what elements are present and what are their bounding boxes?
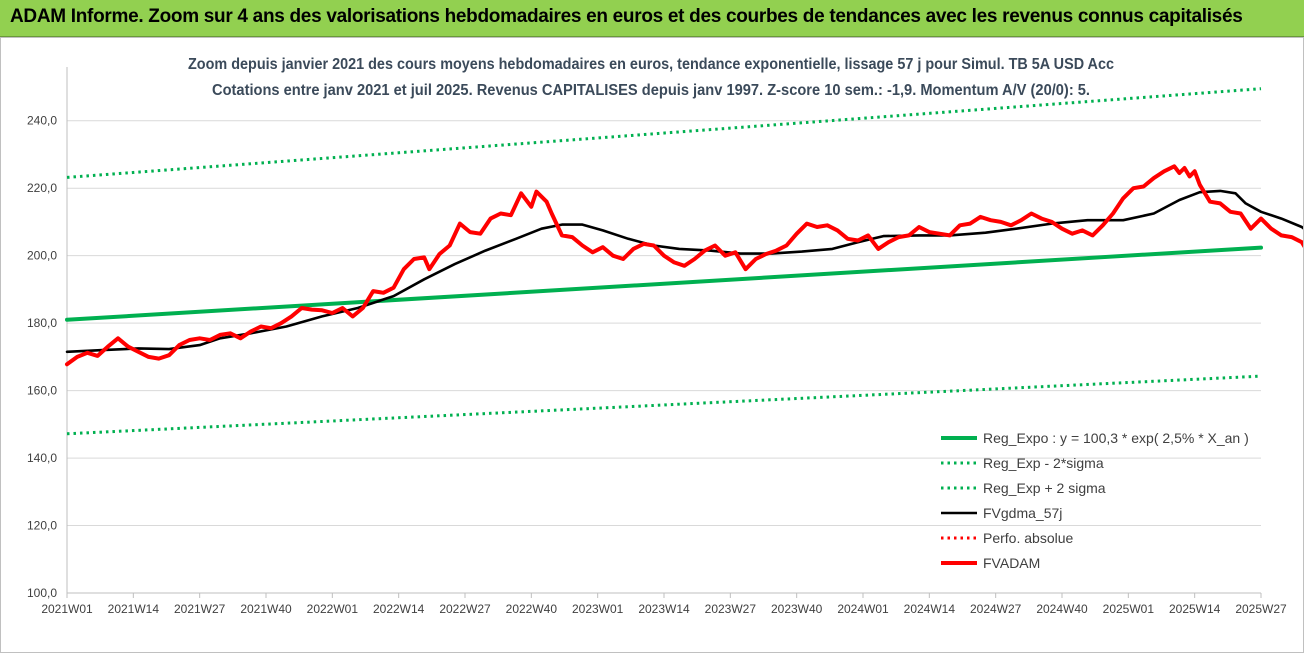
legend-entry: FVADAM	[983, 555, 1040, 571]
x-tick-label: 2022W40	[506, 602, 558, 616]
x-tick-label: 2024W14	[904, 602, 956, 616]
x-tick-label: 2025W27	[1235, 602, 1287, 616]
x-tick-label: 2021W01	[41, 602, 93, 616]
y-tick-label: 120,0	[27, 519, 57, 533]
series-line-2	[66, 87, 1262, 179]
x-tick-label: 2021W27	[174, 602, 226, 616]
x-axis-ticks: 2021W01 2021W14 2021W27 2021W40 2022W01 2022W…	[41, 602, 1287, 616]
y-tick-label: 200,0	[27, 249, 57, 263]
x-tick-label: 2023W27	[705, 602, 757, 616]
x-tick-label: 2022W01	[307, 602, 359, 616]
chart-canvas: Zoom depuis janvier 2021 des cours moyen…	[27, 56, 1303, 616]
x-tick-label: 2023W40	[771, 602, 823, 616]
chart-legend: Reg_Expo : y = 100,3 * exp( 2,5% * X_an …	[941, 430, 1249, 571]
legend-entry: FVgdma_57j	[983, 505, 1062, 521]
x-tick-label: 2024W40	[1036, 602, 1088, 616]
x-tick-label: 2024W01	[837, 602, 889, 616]
chart-title: Zoom depuis janvier 2021 des cours moyen…	[188, 56, 1114, 73]
x-tick-label: 2023W01	[572, 602, 624, 616]
x-tick-label: 2021W40	[240, 602, 292, 616]
y-tick-label: 140,0	[27, 451, 57, 465]
y-tick-label: 240,0	[27, 114, 57, 128]
x-tick-label: 2021W14	[108, 602, 160, 616]
chart-subtitle: Cotations entre janv 2021 et juil 2025. …	[212, 82, 1090, 99]
legend-entry: Reg_Exp + 2 sigma	[983, 480, 1106, 496]
y-tick-label: 100,0	[27, 586, 57, 600]
series-line-0	[65, 245, 1263, 322]
report-title: ADAM Informe. Zoom sur 4 ans des valoris…	[10, 6, 1243, 27]
legend-entry: Reg_Expo : y = 100,3 * exp( 2,5% * X_an …	[983, 430, 1249, 446]
legend-entry: Perfo. absolue	[983, 530, 1073, 546]
x-tick-label: 2025W14	[1169, 602, 1221, 616]
report-banner: ADAM Informe. Zoom sur 4 ans des valoris…	[0, 0, 1304, 37]
x-tick-label: 2024W27	[970, 602, 1022, 616]
x-tick-label: 2023W14	[638, 602, 690, 616]
chart-frame: Zoom depuis janvier 2021 des cours moyen…	[0, 37, 1304, 653]
x-tick-label: 2022W14	[373, 602, 425, 616]
x-tick-label: 2022W27	[439, 602, 491, 616]
legend-entry: Reg_Exp - 2*sigma	[983, 455, 1104, 471]
x-tick-label: 2025W01	[1103, 602, 1155, 616]
y-tick-label: 160,0	[27, 384, 57, 398]
series-line-1	[66, 374, 1262, 436]
series-line-5	[65, 164, 1303, 367]
series-line-3	[65, 189, 1303, 354]
y-axis-ticks: 100,0 120,0 140,0 160,0 180,0 200,0 220,0 240,0	[27, 114, 57, 600]
plot-area	[65, 87, 1303, 436]
y-tick-label: 220,0	[27, 181, 57, 195]
y-tick-label: 180,0	[27, 316, 57, 330]
